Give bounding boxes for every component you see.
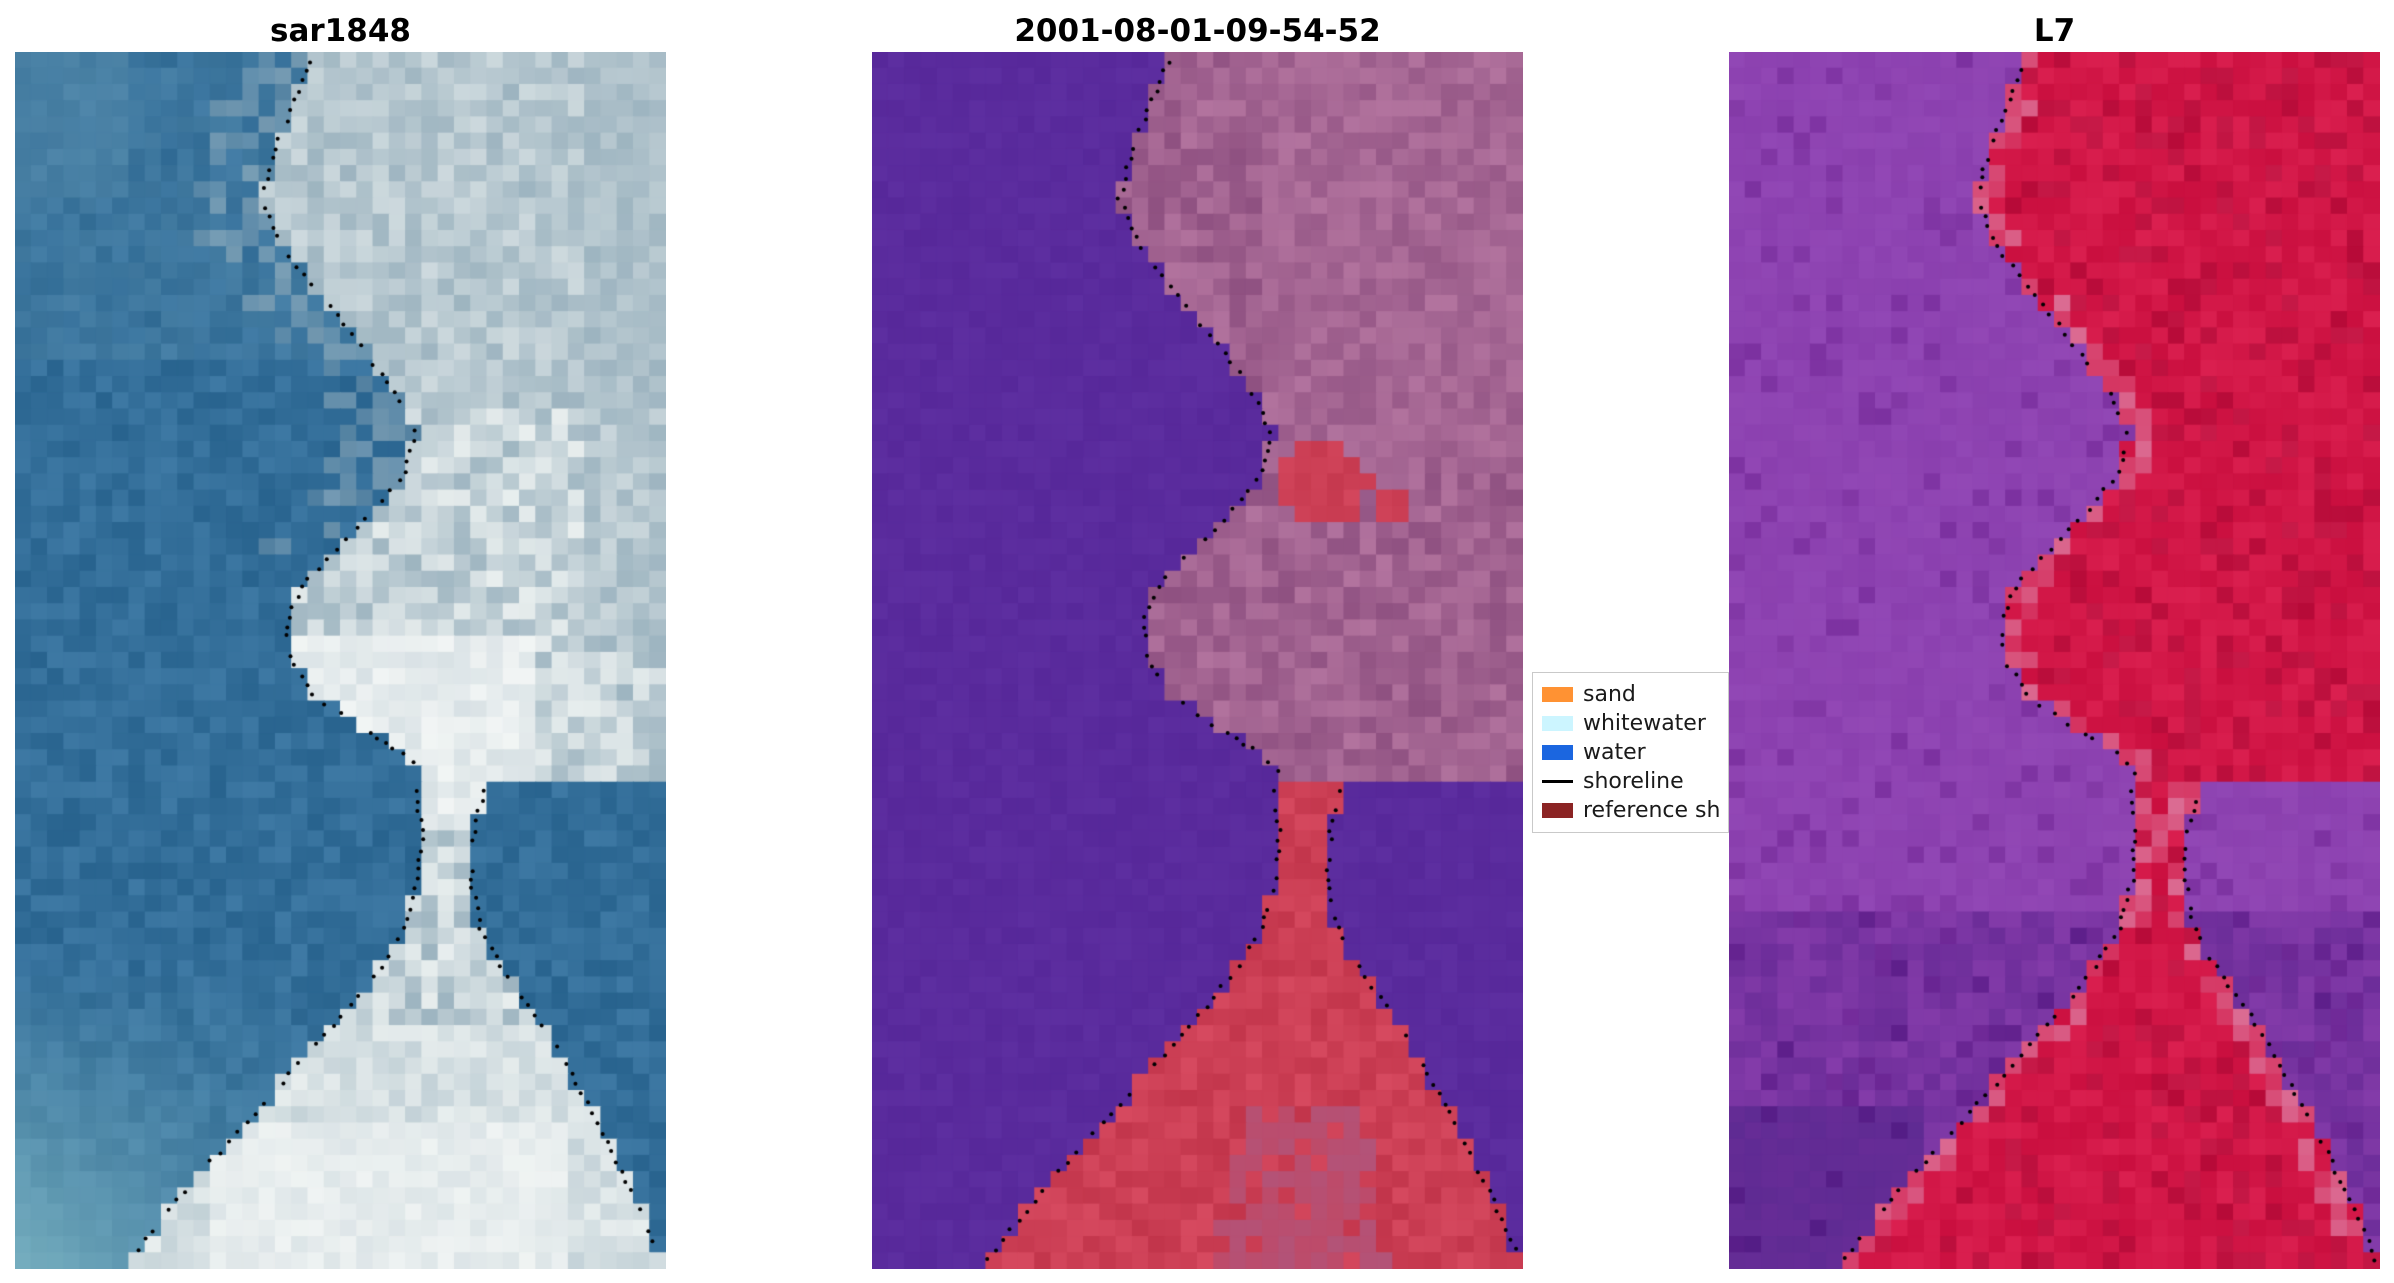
legend: sand whitewater water shoreline referenc… — [1532, 672, 1729, 833]
legend-item-whitewater: whitewater — [1542, 709, 1728, 738]
shoreline-line-swatch — [1542, 780, 1573, 783]
legend-label-whitewater: whitewater — [1583, 711, 1706, 736]
sar-panel-title: sar1848 — [270, 13, 411, 49]
sar-image-panel — [15, 52, 666, 1269]
water-swatch — [1542, 745, 1573, 760]
whitewater-swatch — [1542, 716, 1573, 731]
l7-image-panel — [1729, 52, 2380, 1269]
legend-item-water: water — [1542, 738, 1728, 767]
reference-shoreline-swatch — [1542, 803, 1573, 818]
sand-swatch — [1542, 687, 1573, 702]
legend-label-water: water — [1583, 740, 1646, 765]
legend-label-shoreline: shoreline — [1583, 769, 1684, 794]
l7-panel-title: L7 — [2033, 13, 2076, 49]
legend-item-sand: sand — [1542, 680, 1728, 709]
legend-item-reference-shoreline: reference sh — [1542, 796, 1728, 825]
classified-image-panel — [872, 52, 1523, 1269]
legend-label-reference-shoreline: reference sh — [1583, 798, 1721, 823]
date-panel-title: 2001-08-01-09-54-52 — [1014, 13, 1381, 49]
legend-label-sand: sand — [1583, 682, 1636, 707]
legend-item-shoreline: shoreline — [1542, 767, 1728, 796]
